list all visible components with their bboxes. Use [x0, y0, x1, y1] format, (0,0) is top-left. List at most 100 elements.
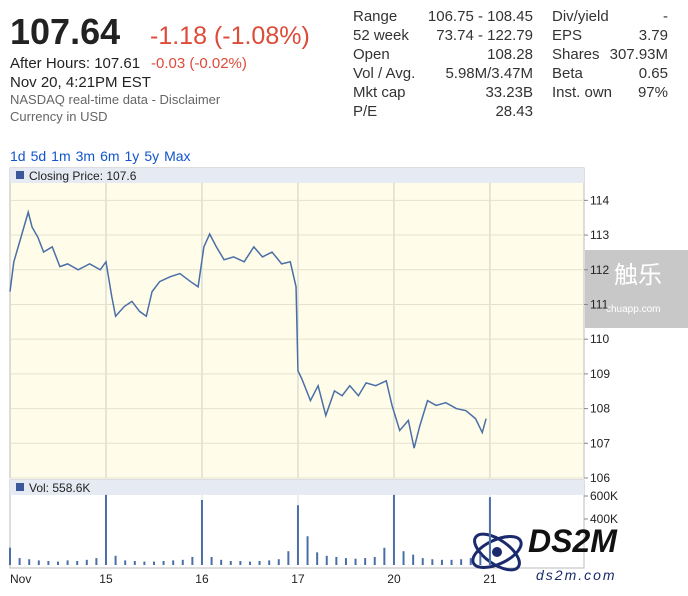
volume-bar	[383, 547, 386, 565]
volume-bar	[181, 559, 184, 565]
volume-bar	[114, 555, 117, 565]
price-legend-bg	[10, 168, 584, 183]
stat-value: -	[663, 8, 668, 25]
stat-label: Shares	[552, 46, 600, 63]
range-link[interactable]: 1d	[10, 148, 26, 164]
stat-label: P/E	[353, 103, 377, 120]
volume-bar	[104, 494, 107, 565]
volume-bar	[124, 560, 127, 565]
logo-core	[492, 547, 502, 557]
y-tick-label: 106	[590, 471, 610, 485]
stat-label: Mkt cap	[353, 84, 406, 101]
volume-bar	[316, 552, 319, 565]
range-link[interactable]: 1m	[51, 148, 70, 164]
volume-bar	[210, 556, 213, 565]
volume-bar	[296, 505, 299, 565]
legend-swatch	[16, 483, 24, 491]
after-hours-change: -0.03 (-0.02%)	[151, 55, 247, 72]
logo-ring	[471, 535, 523, 569]
currency: Currency in USD	[10, 109, 108, 124]
volume-bar	[277, 559, 280, 565]
stat-label: EPS	[552, 27, 582, 44]
volume-bar	[402, 551, 405, 565]
stat-label: 52 week	[353, 27, 409, 44]
timestamp: Nov 20, 4:21PM EST	[10, 74, 151, 91]
volume-bar	[248, 561, 251, 565]
price: 107.64	[10, 11, 120, 52]
stat-value: 307.93M	[610, 46, 668, 63]
volume-legend: Vol: 558.6K	[29, 481, 90, 495]
price-line	[9, 209, 487, 449]
volume-bar	[373, 556, 376, 565]
stat-label: Inst. own	[552, 84, 612, 101]
y-tick-label: 114	[590, 193, 609, 207]
volume-bar	[335, 556, 338, 565]
volume-bar	[469, 558, 472, 565]
range-link[interactable]: 3m	[76, 148, 95, 164]
range-link[interactable]: 5d	[31, 148, 47, 164]
volume-bar	[66, 560, 69, 565]
y-tick-label: 109	[590, 367, 610, 381]
volume-bar	[364, 558, 367, 565]
stat-label: Vol / Avg.	[353, 65, 415, 82]
y-tick-label: 111	[590, 297, 609, 311]
range-link[interactable]: 5y	[144, 148, 159, 164]
stat-value: 5.98M/3.47M	[445, 65, 533, 82]
volume-bar	[76, 560, 79, 565]
stat-value: 106.75 - 108.45	[428, 8, 533, 25]
volume-bar	[479, 554, 482, 565]
source[interactable]: NASDAQ real-time data - Disclaimer	[10, 92, 221, 107]
y-tick-label: 110	[590, 332, 609, 346]
volume-bar	[56, 561, 59, 565]
stat-label: Range	[353, 8, 397, 25]
volume-bar	[421, 558, 424, 565]
volume-bar	[258, 560, 261, 565]
stat-value: 108.28	[487, 46, 533, 63]
volume-bar	[47, 560, 50, 565]
stat-label: Div/yield	[552, 8, 609, 25]
volume-bar	[133, 560, 136, 565]
stat-label: Beta	[552, 65, 584, 82]
volume-bar	[95, 558, 98, 565]
watermark: DS2M	[528, 523, 618, 559]
price-legend: Closing Price: 107.6	[29, 169, 137, 183]
volume-bar	[18, 558, 21, 565]
volume-bar	[325, 555, 328, 565]
volume-bar	[239, 560, 242, 565]
range-link[interactable]: 1y	[125, 148, 140, 164]
volume-bar	[152, 561, 155, 565]
volume-bar	[412, 554, 415, 565]
volume-bar	[306, 536, 309, 565]
x-tick-label: Nov	[10, 572, 31, 586]
volume-legend-bg	[10, 480, 584, 495]
volume-bar	[200, 500, 203, 565]
y-tick-label: 113	[590, 228, 609, 242]
x-tick-label: 15	[99, 572, 113, 586]
volume-bar	[85, 559, 88, 565]
watermark: ds2m.com	[536, 567, 617, 583]
y-tick-label: 400K	[590, 512, 618, 526]
volume-bar	[191, 556, 194, 565]
change: -1.18 (-1.08%)	[150, 22, 310, 50]
y-tick-label: 600K	[590, 489, 618, 503]
watermark: 触乐	[614, 262, 662, 289]
volume-bar	[28, 559, 31, 565]
stat-value: 28.43	[495, 103, 533, 120]
volume-bar	[162, 560, 165, 565]
volume-bar	[37, 560, 40, 565]
after-hours: After Hours: 107.61	[10, 55, 140, 72]
stat-value: 3.79	[639, 27, 668, 44]
range-link[interactable]: Max	[164, 148, 190, 164]
volume-bar	[354, 558, 357, 565]
volume-bar	[431, 559, 434, 565]
volume-bar	[392, 494, 395, 565]
volume-bar	[460, 559, 463, 565]
y-tick-label: 108	[590, 402, 610, 416]
stat-value: 0.65	[639, 65, 668, 82]
x-tick-label: 21	[483, 572, 497, 586]
watermark: chuapp.com	[606, 304, 660, 315]
range-link[interactable]: 6m	[100, 148, 119, 164]
y-tick-label: 107	[590, 436, 610, 450]
volume-bar	[440, 559, 443, 565]
